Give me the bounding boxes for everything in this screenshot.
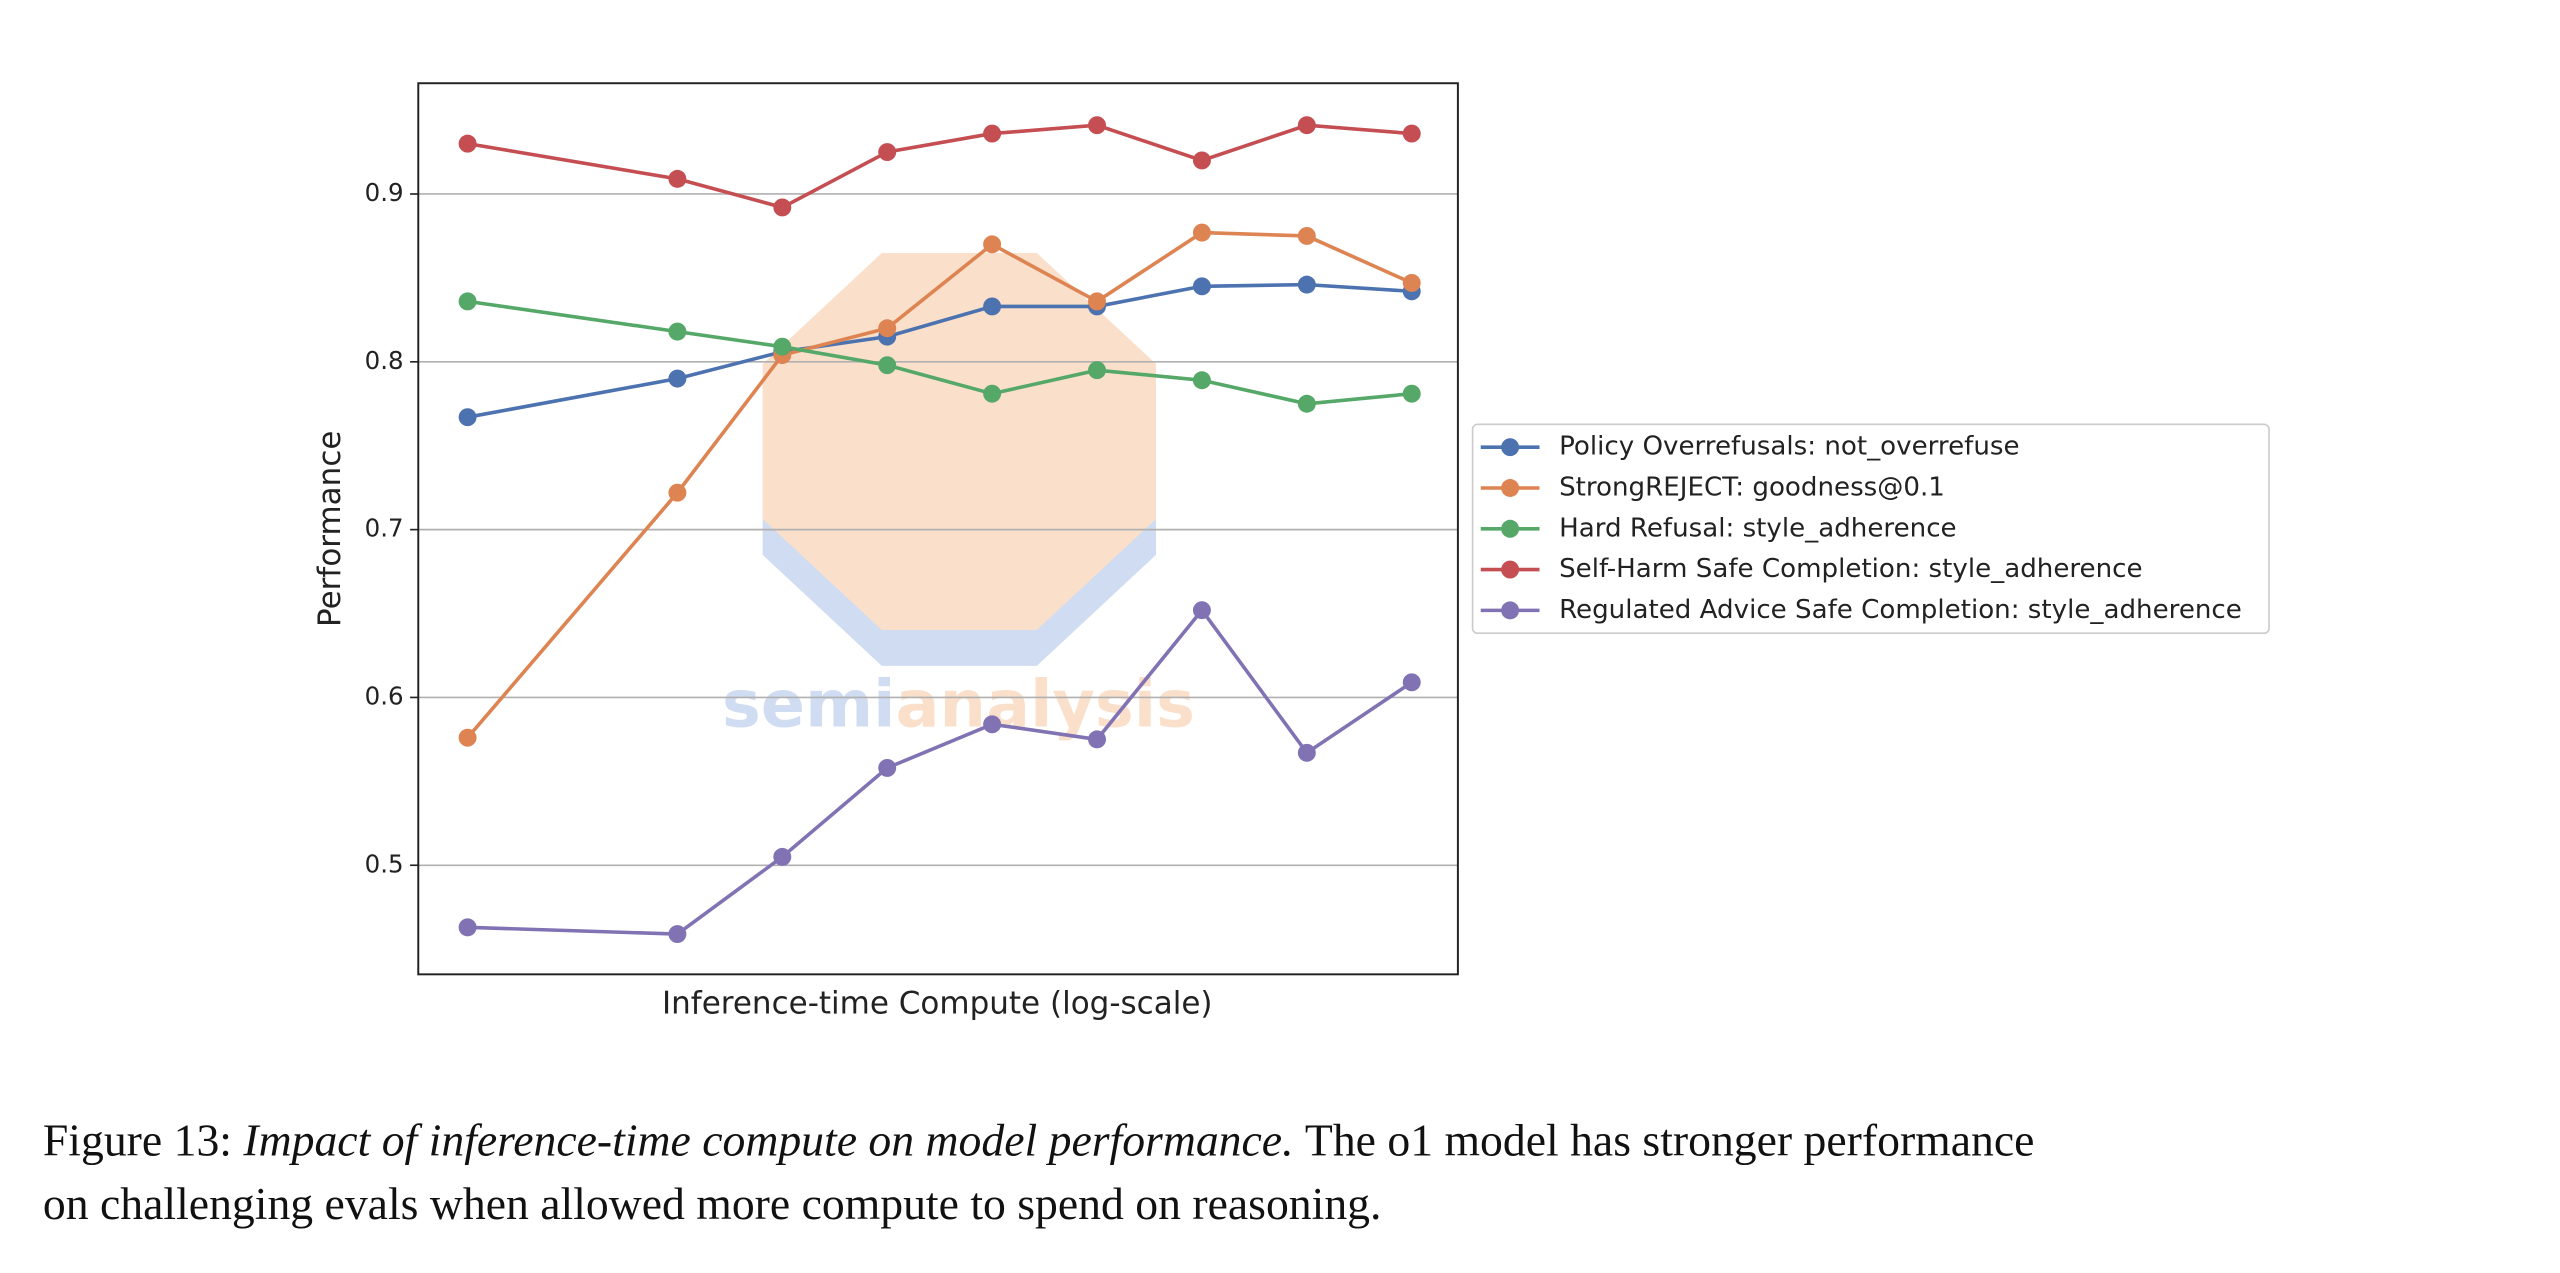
point bbox=[668, 169, 687, 188]
caption-label: Figure 13: bbox=[43, 1114, 232, 1165]
point bbox=[1402, 384, 1421, 403]
legend-label: Self-Harm Safe Completion: style_adheren… bbox=[1559, 554, 2143, 584]
y-tick-label: 0.9 bbox=[365, 178, 404, 207]
point bbox=[1088, 730, 1106, 749]
point bbox=[668, 369, 687, 388]
legend-label: Policy Overrefusals: not_overrefuse bbox=[1559, 432, 2019, 462]
point bbox=[1297, 116, 1316, 135]
point bbox=[773, 337, 792, 356]
plot-frame bbox=[417, 82, 1459, 976]
point bbox=[1192, 223, 1211, 242]
y-tick-label: 0.5 bbox=[365, 849, 404, 878]
point bbox=[668, 322, 687, 341]
caption: Figure 13: Impact of inference-time comp… bbox=[43, 1114, 2034, 1165]
watermark-part: semi bbox=[722, 666, 896, 742]
y-tick-label: 0.8 bbox=[365, 346, 404, 375]
point bbox=[878, 758, 897, 777]
point bbox=[1297, 743, 1316, 762]
legend-label: StrongREJECT: goodness@0.1 bbox=[1559, 472, 1945, 502]
legend-swatch bbox=[1501, 479, 1520, 497]
point bbox=[1192, 601, 1211, 620]
y-tick-label: 0.7 bbox=[365, 514, 404, 543]
y-tick-label: 0.6 bbox=[365, 681, 404, 710]
point bbox=[878, 319, 897, 338]
point bbox=[983, 235, 1002, 254]
point bbox=[773, 847, 792, 866]
point bbox=[1088, 292, 1106, 311]
legend-label: Hard Refusal: style_adherence bbox=[1559, 513, 1957, 543]
point bbox=[1297, 226, 1316, 245]
point bbox=[878, 356, 897, 375]
point bbox=[458, 292, 477, 311]
legend-swatch bbox=[1501, 560, 1520, 579]
point bbox=[458, 918, 477, 937]
point bbox=[1297, 275, 1316, 294]
legend-swatch bbox=[1501, 519, 1520, 538]
watermark: semianalysis bbox=[722, 252, 1195, 742]
point bbox=[1402, 273, 1421, 292]
caption-text: The o1 model has stronger performance bbox=[1305, 1114, 2034, 1165]
point bbox=[1297, 394, 1316, 413]
point bbox=[1402, 124, 1421, 143]
point bbox=[458, 408, 477, 427]
point bbox=[1402, 673, 1421, 692]
x-axis-label: Inference-time Compute (log-scale) bbox=[662, 986, 1212, 1022]
legend-swatch bbox=[1501, 438, 1520, 457]
series-line bbox=[467, 123, 1412, 210]
point bbox=[983, 384, 1002, 403]
point bbox=[1088, 361, 1106, 380]
caption-emphasis: Impact of inference-time compute on mode… bbox=[242, 1114, 1293, 1165]
point bbox=[1192, 151, 1211, 170]
caption: on challenging evals when allowed more c… bbox=[43, 1178, 1382, 1229]
point bbox=[983, 715, 1002, 734]
point bbox=[458, 134, 477, 153]
point bbox=[773, 198, 792, 217]
legend-label: Regulated Advice Safe Completion: style_… bbox=[1559, 595, 2242, 625]
point bbox=[1192, 371, 1211, 390]
point bbox=[983, 297, 1002, 316]
point bbox=[1088, 116, 1106, 135]
y-axis-label: Performance bbox=[312, 431, 348, 627]
legend-box bbox=[1471, 423, 2270, 635]
point bbox=[668, 925, 687, 944]
legend-swatch bbox=[1501, 601, 1520, 620]
point bbox=[458, 728, 477, 747]
point bbox=[668, 483, 687, 502]
point bbox=[878, 143, 897, 162]
point bbox=[1192, 277, 1211, 296]
watermark-shape bbox=[762, 252, 1156, 630]
point bbox=[983, 124, 1002, 143]
